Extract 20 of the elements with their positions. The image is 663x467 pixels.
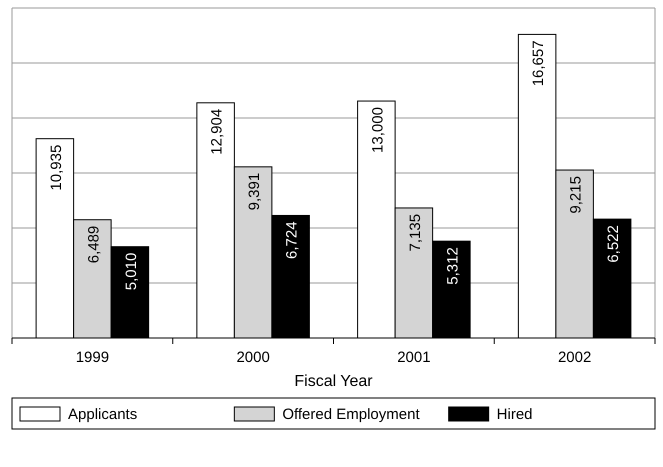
data-label: 5,010 [122,252,140,290]
data-label: 16,657 [530,40,548,86]
data-label: 6,522 [605,225,622,263]
data-label: 6,724 [284,221,301,259]
data-label: 13,000 [369,107,386,153]
x-axis-title: Fiscal Year [294,373,374,390]
data-label: 9,215 [568,176,585,214]
legend-label: Applicants [68,406,138,423]
data-label: 7,135 [406,214,424,252]
x-tick-label: 2002 [558,349,592,366]
legend-label: Offered Employment [282,406,420,423]
data-label: 5,312 [444,247,462,285]
data-label: 9,391 [246,172,264,210]
data-label: 10,935 [48,144,65,191]
data-label: 12,904 [208,108,226,155]
data-label: 6,489 [85,226,102,264]
legend-label: Hired [496,406,533,423]
x-tick-label: 2000 [236,349,270,366]
x-tick-label: 2001 [397,349,431,366]
x-tick-label: 1999 [76,349,110,366]
